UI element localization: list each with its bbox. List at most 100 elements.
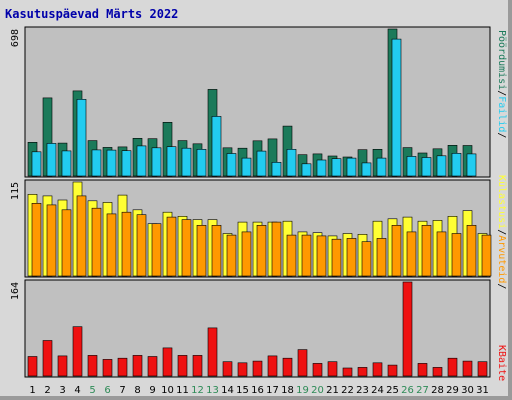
bar-kbaite-day-27 — [417, 363, 428, 377]
bar-kbaite-day-24 — [372, 362, 383, 377]
bar-failid-day-9 — [151, 147, 162, 177]
bar-kbaite-day-9 — [147, 356, 158, 377]
bar-arvuteid-day-23 — [361, 241, 372, 277]
bar-kbaite-day-26 — [402, 281, 413, 377]
bar-kbaite-day-29 — [447, 357, 458, 377]
x-tick-label-23: 23 — [356, 385, 369, 396]
bar-arvuteid-day-3 — [61, 209, 72, 277]
bar-kbaite-day-18 — [282, 357, 293, 377]
bar-arvuteid-day-24 — [376, 238, 387, 277]
bar-kbaite-day-11 — [177, 355, 188, 377]
bar-arvuteid-day-20 — [316, 235, 327, 277]
x-tick-label-26: 26 — [401, 385, 414, 396]
right-legend-mid: Külastusi/Arvuteid/ — [496, 175, 507, 289]
bar-failid-day-8 — [136, 145, 147, 177]
right-legend-top: Pöördumisi/Failid/ — [496, 30, 507, 138]
bar-arvuteid-day-6 — [106, 213, 117, 277]
right-legend-top-part-3: Failid — [496, 96, 507, 132]
right-legend-mid-part-3: Arvuteid — [496, 235, 507, 283]
bar-failid-day-27 — [421, 157, 432, 177]
bar-failid-day-3 — [61, 150, 72, 177]
bar-arvuteid-day-12 — [196, 225, 207, 277]
bar-failid-day-22 — [346, 157, 357, 177]
bar-kbaite-day-23 — [357, 367, 368, 377]
x-tick-label-12: 12 — [191, 385, 204, 396]
bar-kbaite-day-6 — [102, 359, 113, 377]
bar-kbaite-day-31 — [477, 361, 488, 377]
right-legend-bottom-part-1: KBaite — [496, 345, 507, 381]
x-tick-label-7: 7 — [119, 385, 125, 396]
x-tick-label-10: 10 — [161, 385, 174, 396]
bar-kbaite-day-28 — [432, 367, 443, 377]
bar-arvuteid-day-16 — [256, 225, 267, 277]
bar-arvuteid-day-11 — [181, 219, 192, 277]
x-tick-label-16: 16 — [251, 385, 264, 396]
bar-kbaite-day-19 — [297, 349, 308, 377]
x-tick-label-13: 13 — [206, 385, 219, 396]
bar-failid-day-6 — [106, 149, 117, 177]
bar-arvuteid-day-4 — [76, 195, 87, 277]
x-tick-label-3: 3 — [59, 385, 65, 396]
x-tick-label-30: 30 — [461, 385, 474, 396]
right-legend-mid-part-4: / — [496, 283, 507, 289]
bar-arvuteid-day-15 — [241, 231, 252, 277]
right-legend-bottom: KBaite — [496, 345, 507, 381]
x-tick-label-25: 25 — [386, 385, 399, 396]
y-max-label-2: 115 — [10, 182, 21, 200]
x-tick-label-6: 6 — [104, 385, 110, 396]
bar-failid-day-17 — [271, 162, 282, 177]
y-max-label-1: 698 — [10, 29, 21, 47]
bar-kbaite-day-15 — [237, 362, 248, 377]
bar-kbaite-day-21 — [327, 361, 338, 377]
bar-failid-day-29 — [451, 153, 462, 177]
bar-kbaite-day-5 — [87, 355, 98, 377]
x-tick-label-11: 11 — [176, 385, 189, 396]
bar-arvuteid-day-25 — [391, 225, 402, 277]
bar-failid-day-21 — [331, 158, 342, 177]
x-tick-label-19: 19 — [296, 385, 309, 396]
x-tick-label-2: 2 — [44, 385, 50, 396]
bar-kbaite-day-10 — [162, 347, 173, 377]
bar-kbaite-day-3 — [57, 355, 68, 377]
bar-kbaite-day-20 — [312, 363, 323, 377]
right-legend-top-part-4: / — [496, 132, 507, 138]
bar-arvuteid-day-2 — [46, 204, 57, 277]
x-tick-label-20: 20 — [311, 385, 324, 396]
x-tick-label-14: 14 — [221, 385, 234, 396]
bar-failid-day-25 — [391, 38, 402, 177]
bar-arvuteid-day-14 — [226, 234, 237, 277]
bar-failid-day-11 — [181, 147, 192, 177]
bar-arvuteid-day-10 — [166, 216, 177, 277]
bar-kbaite-day-25 — [387, 364, 398, 377]
x-tick-label-27: 27 — [416, 385, 429, 396]
bar-kbaite-day-16 — [252, 360, 263, 377]
bar-failid-day-26 — [406, 156, 417, 177]
bar-kbaite-day-7 — [117, 357, 128, 377]
bar-arvuteid-day-19 — [301, 234, 312, 277]
y-max-label-3: 164 — [10, 282, 21, 300]
x-tick-label-4: 4 — [74, 385, 80, 396]
bar-kbaite-day-17 — [267, 355, 278, 377]
bar-failid-day-13 — [211, 116, 222, 177]
bar-kbaite-day-4 — [72, 326, 83, 377]
bar-failid-day-24 — [376, 157, 387, 177]
bar-arvuteid-day-26 — [406, 231, 417, 277]
bar-arvuteid-day-22 — [346, 238, 357, 277]
bar-failid-day-20 — [316, 159, 327, 177]
bar-failid-day-23 — [361, 162, 372, 177]
bar-failid-day-12 — [196, 149, 207, 177]
bar-failid-day-2 — [46, 143, 57, 177]
bar-arvuteid-day-18 — [286, 234, 297, 277]
bar-kbaite-day-1 — [27, 356, 38, 377]
bar-kbaite-day-14 — [222, 361, 233, 377]
x-tick-label-17: 17 — [266, 385, 279, 396]
x-tick-label-31: 31 — [476, 385, 489, 396]
bar-arvuteid-day-30 — [466, 225, 477, 277]
bar-kbaite-day-13 — [207, 327, 218, 377]
bar-kbaite-day-30 — [462, 360, 473, 377]
x-tick-label-29: 29 — [446, 385, 459, 396]
bar-arvuteid-day-29 — [451, 233, 462, 277]
chart-title: Kasutuspäevad Märts 2022 — [5, 7, 179, 21]
bar-failid-day-16 — [256, 150, 267, 177]
bar-kbaite-day-22 — [342, 367, 353, 377]
